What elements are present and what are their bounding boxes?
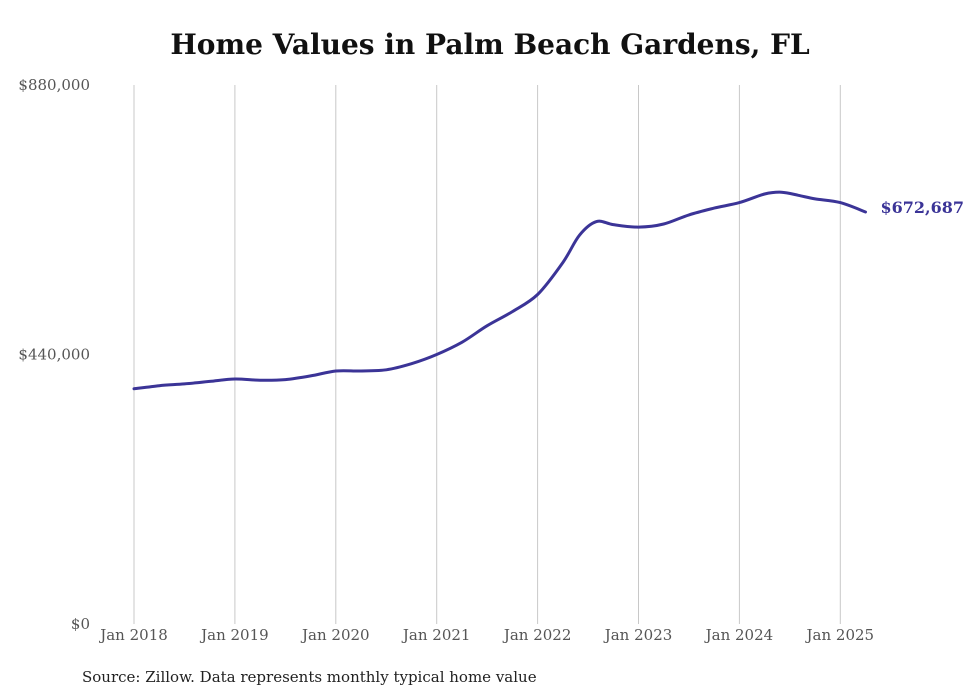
x-tick-label: Jan 2023 — [603, 626, 673, 644]
end-value-label: $672,687 — [881, 198, 965, 217]
y-tick-label: $880,000 — [18, 76, 90, 94]
x-tick-label: Jan 2024 — [704, 626, 774, 644]
x-axis-labels: Jan 2018 Jan 2019 Jan 2020 Jan 2021 Jan 2022… — [98, 626, 874, 644]
gridlines — [133, 85, 841, 624]
y-axis-labels: $0 $440,000 $880,000 — [18, 76, 90, 633]
source-note: Source: Zillow. Data represents monthly … — [82, 668, 537, 686]
x-tick-label: Jan 2025 — [805, 626, 875, 644]
series-line-home-value — [132, 190, 867, 391]
chart-title: Home Values in Palm Beach Gardens, FL — [170, 28, 810, 61]
x-tick-label: Jan 2022 — [502, 626, 572, 644]
x-tick-label: Jan 2019 — [199, 626, 269, 644]
y-tick-label: $440,000 — [18, 346, 90, 364]
x-tick-label: Jan 2018 — [98, 626, 168, 644]
y-tick-label: $0 — [71, 615, 90, 633]
x-tick-label: Jan 2021 — [401, 626, 471, 644]
x-tick-label: Jan 2020 — [300, 626, 370, 644]
